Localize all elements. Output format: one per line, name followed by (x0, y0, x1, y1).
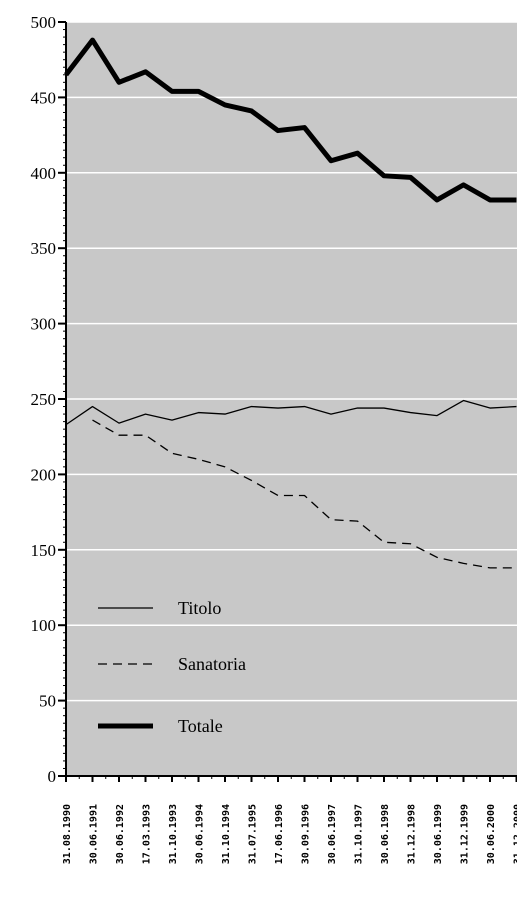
y-tick-label: 400 (31, 164, 57, 183)
x-tick-label: 31.12.2000 (513, 804, 517, 864)
y-tick-label: 100 (31, 616, 57, 635)
y-axis: 0 50 100 150 200 250 300 350 400 450 500 (31, 13, 67, 786)
y-tick-label: 0 (48, 767, 57, 786)
x-tick-label: 31.10.1997 (354, 804, 365, 864)
x-tick-label: 31.10.1993 (168, 804, 179, 864)
legend-label-titolo: Titolo (178, 598, 221, 618)
x-tick-label: 30.09.1996 (301, 804, 312, 864)
x-tick-label: 30.06.1994 (195, 804, 206, 864)
x-tick-label: 31.10.1994 (221, 804, 232, 864)
legend-label-sanatoria: Sanatoria (178, 654, 246, 674)
x-tick-label: 31.07.1995 (248, 804, 259, 864)
y-tick-label: 200 (31, 465, 57, 484)
x-tick-label: 30.06.2000 (486, 804, 497, 864)
series-line-sanatoria (92, 419, 517, 569)
y-tick-label: 450 (31, 88, 57, 107)
x-tick-label: 31.12.1998 (407, 804, 418, 864)
x-tick-label: 30.06.1992 (115, 804, 126, 864)
x-tick-label: 30.06.1997 (327, 804, 338, 864)
y-tick-label: 500 (31, 13, 57, 32)
legend: Titolo Sanatoria Totale (98, 598, 246, 736)
x-tick-label: 17.06.1996 (274, 804, 285, 864)
x-tick-label: 30.06.1991 (89, 804, 100, 864)
y-tick-label: 150 (31, 541, 57, 560)
x-tick-label: 30.06.1998 (380, 804, 391, 864)
x-tick-label: 17.03.1993 (142, 804, 153, 864)
x-axis: 31.08.1990 30.06.1991 30.06.1992 17.03.1993… (62, 775, 517, 864)
y-tick-label: 300 (31, 315, 57, 334)
x-tick-label: 30.06.1999 (433, 804, 444, 864)
legend-label-totale: Totale (178, 716, 223, 736)
x-tick-label: 31.08.1990 (62, 804, 73, 864)
y-tick-label: 250 (31, 390, 57, 409)
y-tick-label: 350 (31, 239, 57, 258)
series-line-titolo (65, 399, 517, 426)
y-tick-label: 50 (39, 692, 56, 711)
gridlines (66, 21, 517, 702)
series-line-totale (64, 37, 517, 203)
series-lines (64, 37, 517, 569)
x-tick-label: 31.12.1999 (460, 804, 471, 864)
